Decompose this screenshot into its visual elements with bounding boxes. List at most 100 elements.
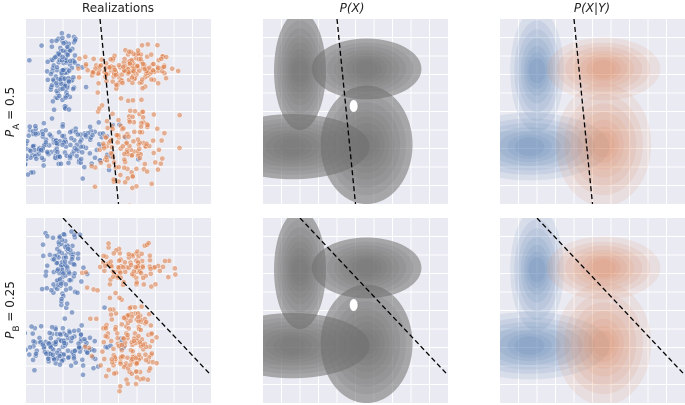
- density-contour: [319, 241, 414, 295]
- scatter-point-orange: [114, 139, 121, 146]
- class-density-blue: [523, 45, 551, 96]
- scatter-point-orange: [159, 155, 166, 162]
- scatter-point-orange: [165, 274, 172, 280]
- density-contour: [351, 257, 382, 279]
- scatter-point-orange: [132, 304, 138, 311]
- scatter-point-blue: [40, 241, 46, 248]
- scatter-point-blue: [47, 335, 54, 341]
- class-density-blue: [500, 330, 561, 362]
- scatter-point-orange: [116, 257, 122, 264]
- scatter-point-blue: [47, 252, 53, 258]
- density-contour: [319, 42, 414, 96]
- scatter-point-orange: [163, 75, 169, 81]
- scatter-point-blue: [59, 85, 66, 92]
- scatter-point-orange: [148, 330, 155, 337]
- decision-boundary: [573, 19, 594, 204]
- scatter-point-orange: [137, 56, 144, 62]
- scatter-point-blue: [78, 278, 85, 285]
- scatter-point-blue: [40, 253, 47, 259]
- scatter-point-orange: [82, 344, 88, 350]
- scatter-point-blue: [53, 37, 60, 44]
- scatter-point-blue: [60, 270, 67, 277]
- scatter-point-blue: [26, 171, 31, 178]
- scatter-point-blue: [73, 146, 80, 153]
- class-density-blue: [500, 321, 583, 370]
- scatter-point-orange: [103, 154, 110, 161]
- scatter-point-blue: [64, 300, 70, 307]
- scatter-point-orange: [148, 322, 154, 329]
- scatter-point-blue: [74, 289, 81, 296]
- scatter-point-blue: [44, 149, 51, 155]
- density-contour: [327, 293, 406, 395]
- scatter-point-orange: [115, 164, 122, 170]
- scatter-point-blue: [0, 157, 3, 162]
- density-contour: [356, 60, 378, 78]
- scatter-point-blue: [67, 153, 73, 160]
- scatter-point-blue: [46, 131, 53, 138]
- scatter-point-orange: [117, 383, 124, 390]
- density-contour: [292, 258, 308, 281]
- scatter-point-orange: [141, 66, 148, 72]
- scatter-point-blue: [1, 343, 6, 348]
- class-density-orange: [555, 282, 652, 403]
- scatter-point-orange: [119, 143, 126, 150]
- scatter-point-orange: [115, 117, 122, 123]
- scatter-point-orange: [127, 107, 134, 114]
- scatter-point-orange: [92, 183, 98, 190]
- scatter-point-orange: [149, 350, 155, 357]
- scatter-point-orange: [122, 259, 128, 266]
- density-contour: [288, 48, 312, 93]
- scatter-point-orange: [121, 156, 128, 163]
- scatter-point-orange: [100, 140, 107, 147]
- scatter-point-orange: [175, 68, 181, 74]
- class-density-orange: [586, 256, 621, 280]
- scatter-point-blue: [13, 152, 18, 157]
- scatter-point-blue: [58, 280, 64, 287]
- class-density-orange: [556, 241, 651, 295]
- column-title-realizations: Realizations: [82, 1, 154, 15]
- scatter-point-blue: [62, 94, 69, 101]
- scatter-point-orange: [138, 270, 144, 277]
- scatter-point-orange: [124, 354, 131, 361]
- scatter-point-blue: [32, 123, 39, 129]
- scatter-point-orange: [112, 67, 118, 73]
- scatter-point-blue: [48, 287, 55, 294]
- scatter-point-blue: [56, 353, 63, 359]
- scatter-point-orange: [129, 152, 135, 159]
- scatter-point-orange: [163, 54, 170, 60]
- class-density-orange: [570, 103, 637, 187]
- scatter-point-blue: [67, 129, 74, 135]
- scatter-point-blue: [75, 250, 81, 257]
- scatter-point-blue: [80, 264, 87, 271]
- class-density-blue: [514, 20, 560, 122]
- density-contour: [353, 128, 381, 161]
- scatter-point-blue: [60, 40, 67, 47]
- scatter-point-blue: [26, 152, 30, 159]
- scatter-point-orange: [134, 63, 141, 69]
- grid: [26, 218, 211, 403]
- scatter-point-blue: [28, 323, 35, 330]
- scatter-point-blue: [87, 150, 93, 157]
- scatter-point-orange: [109, 144, 115, 151]
- class-density-blue: [526, 251, 548, 289]
- scatter-point-blue: [43, 285, 50, 292]
- scatter-point-orange: [142, 161, 148, 167]
- scatter-point-blue: [67, 47, 74, 54]
- scatter-point-blue: [79, 175, 86, 182]
- scatter-point-orange: [133, 381, 139, 387]
- class-density-blue: [528, 58, 546, 84]
- scatter-point-orange: [148, 51, 155, 58]
- scatter-point-orange: [107, 56, 114, 63]
- scatter-point-orange: [120, 335, 127, 342]
- scatter-point-blue: [33, 155, 40, 162]
- scatter-point-orange: [150, 61, 157, 67]
- decision-boundary: [99, 19, 120, 204]
- density-contour: [273, 135, 312, 158]
- class-density-orange: [555, 83, 652, 204]
- scatter-point-blue: [49, 115, 55, 122]
- scatter-point-blue: [65, 160, 72, 166]
- class-density-orange: [577, 112, 630, 178]
- scatter-point-orange: [126, 48, 133, 55]
- density-contour: [290, 253, 310, 286]
- density-contour: [280, 227, 320, 313]
